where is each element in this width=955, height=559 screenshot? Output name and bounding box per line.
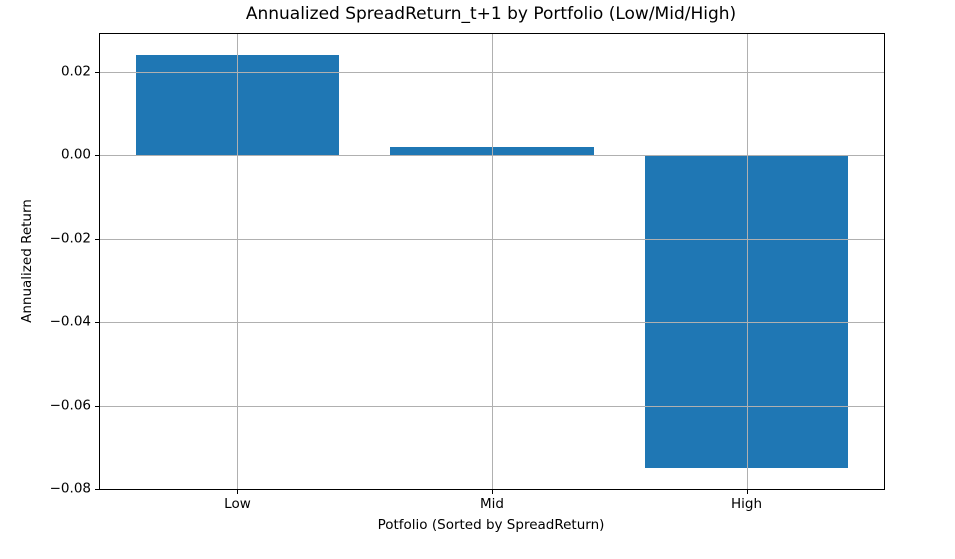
- y-tick: [95, 405, 99, 407]
- y-tick: [95, 322, 99, 324]
- x-tick: [492, 490, 493, 494]
- y-tick: [95, 238, 99, 240]
- bar-low: [135, 54, 340, 156]
- bar-mid: [390, 146, 594, 156]
- y-tick-label: −0.08: [49, 480, 91, 497]
- chart-title: Annualized SpreadReturn_t+1 by Portfolio…: [245, 4, 737, 24]
- x-axis-label: Potfolio (Sorted by SpreadReturn): [377, 517, 605, 533]
- plot-area: 0.02 0.00 −0.02 −0.04 −0.06 −0.08 Low Mid High: [50, 33, 885, 512]
- x-tick: [237, 490, 239, 494]
- y-axis-label: Annualized Return: [19, 199, 35, 323]
- y-tick-label: −0.04: [49, 313, 91, 330]
- v-gridline: [237, 34, 239, 489]
- y-tick-label: 0.02: [60, 62, 91, 79]
- y-tick: [95, 71, 99, 73]
- v-gridline: [746, 34, 748, 489]
- v-gridline: [492, 34, 493, 489]
- x-tick-label: Mid: [480, 496, 504, 512]
- y-tick-label: −0.02: [49, 229, 91, 246]
- y-tick-label: 0.00: [60, 146, 91, 163]
- y-tick-label: −0.06: [49, 396, 91, 413]
- y-tick: [95, 489, 99, 490]
- x-tick-label: Low: [224, 496, 251, 512]
- y-tick: [95, 155, 99, 157]
- plot-clip-region: [100, 34, 884, 489]
- x-tick: [746, 490, 748, 494]
- x-tick-label: High: [731, 496, 763, 512]
